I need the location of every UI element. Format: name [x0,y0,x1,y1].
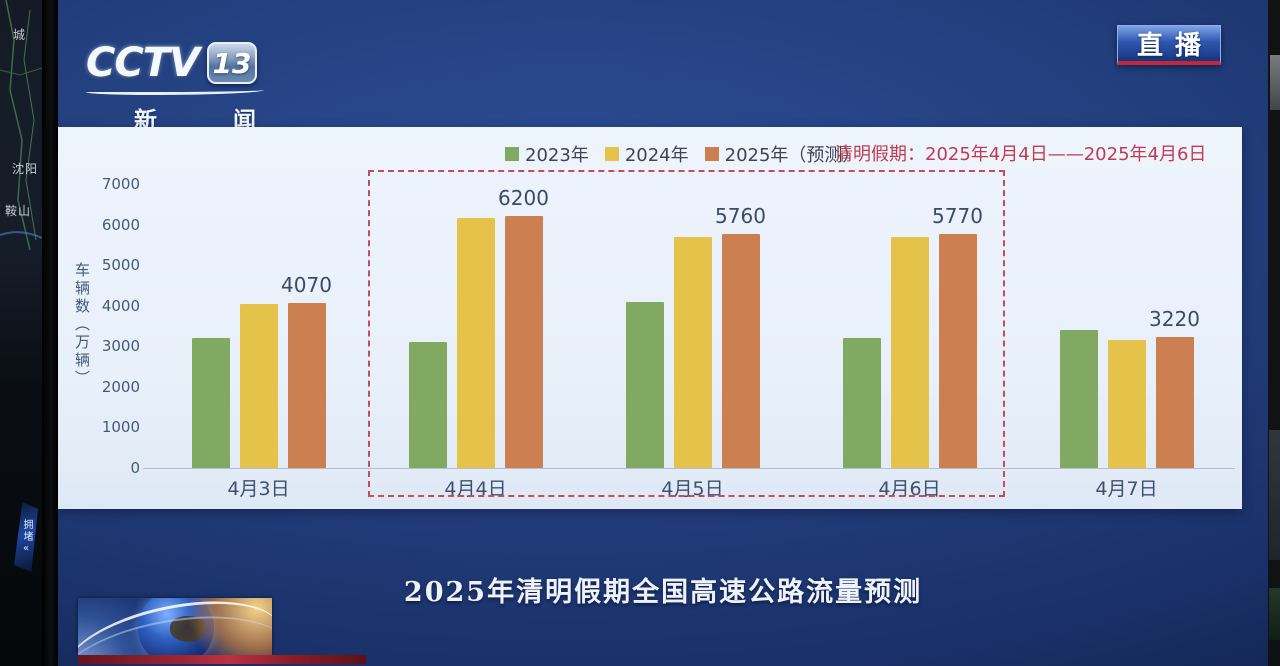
channel-number-badge: 13 [206,42,257,84]
legend-label: 2025年（预测） [724,145,861,166]
legend-swatch [704,147,719,161]
live-badge: 直播 [1117,25,1221,65]
chart-legend: 2023年 2024年 2025年（预测） [505,141,860,167]
y-tick-label: 6000 [101,215,140,234]
y-tick-label: 0 [130,459,140,477]
tv-main-screen: CCTV 13 新 闻 直播 2023年 2024年 2025年（预测） 清明假期：… [58,0,1268,666]
holiday-annotation: 清明假期：2025年4月4日——2025年4月6日 [835,144,1207,165]
screen-bezel [42,0,58,666]
legend-item: 2024年 [604,141,689,167]
bar [408,342,447,468]
lower-third-red-bar [78,655,366,664]
legend-label: 2024年 [624,145,689,166]
x-tick-label: 4月6日 [878,478,941,500]
graphic-orange-flare [180,598,272,655]
bar-group: 3220 [1018,184,1235,468]
bar: 6200 [498,186,549,468]
bar: 5760 [715,204,766,468]
x-tick-label: 4月3日 [227,478,290,500]
chart-panel: 2023年 2024年 2025年（预测） 清明假期：2025年4月4日——2025… [58,127,1242,509]
y-tick-label: 4000 [101,296,140,315]
offscreen-right-edge [1268,0,1280,666]
chart-title: 2025年清明假期全国高速公路流量预测 [403,577,923,608]
x-tick-label: 4月7日 [1095,478,1158,500]
logo-swoosh [86,87,264,95]
legend-item: 2025年（预测） [704,141,861,167]
x-tick-label: 4月5日 [661,478,724,500]
bar: 4070 [281,273,332,468]
bar [456,218,495,468]
map-city-label: 鞍山 [5,204,32,218]
chevron-left-icon: « [22,543,30,554]
x-axis-line [143,468,1235,469]
offscreen-highlight [1270,55,1280,110]
cctv-logo-text: CCTV [86,40,200,86]
bar-value-label: 6200 [498,186,549,210]
congestion-badge: 拥堵 « [14,502,38,572]
legend-swatch [604,147,619,161]
offscreen-highlight [1269,588,1280,640]
bar-value-label: 4070 [281,273,332,297]
news-intro-graphic [78,598,272,655]
plot-area: 4070 6200 5760 5770 3220 [150,184,1235,468]
bar: 3220 [1149,307,1200,468]
y-axis-title: 车辆数（万辆） [73,262,91,388]
bar [673,237,712,468]
bar [625,302,664,468]
y-tick-label: 7000 [101,175,140,193]
bar [191,338,230,468]
legend-swatch [505,147,519,161]
congestion-badge-text: 拥堵 [21,519,32,543]
bar-group: 5770 [801,184,1018,468]
bar-value-label: 5760 [715,204,766,228]
y-tick-label: 5000 [101,256,140,275]
y-tick-label: 1000 [101,418,140,437]
legend-item: 2023年 [505,141,589,167]
bar-value-label: 3220 [1149,307,1200,331]
bar-value-label: 5770 [932,204,983,228]
bar [890,237,929,468]
side-map-screen: 城 沈阳 鞍山 拥堵 « [0,0,42,666]
bar [842,338,881,468]
cctv13-logo: CCTV 13 新 闻 [86,40,290,135]
bar-group: 6200 [367,184,584,468]
map-city-label: 沈阳 [12,162,39,176]
y-tick-label: 2000 [101,377,140,396]
bar [239,304,278,468]
map-roads [0,0,42,251]
offscreen-highlight [1269,430,1280,560]
bar [1107,340,1146,468]
bar: 5770 [932,204,983,468]
bar [1059,330,1098,468]
legend-label: 2023年 [525,145,589,166]
bar-group: 4070 [150,184,367,468]
x-tick-label: 4月4日 [444,478,507,500]
bar-group: 5760 [584,184,801,468]
map-city-label: 城 [13,28,27,42]
y-tick-label: 3000 [101,337,140,356]
